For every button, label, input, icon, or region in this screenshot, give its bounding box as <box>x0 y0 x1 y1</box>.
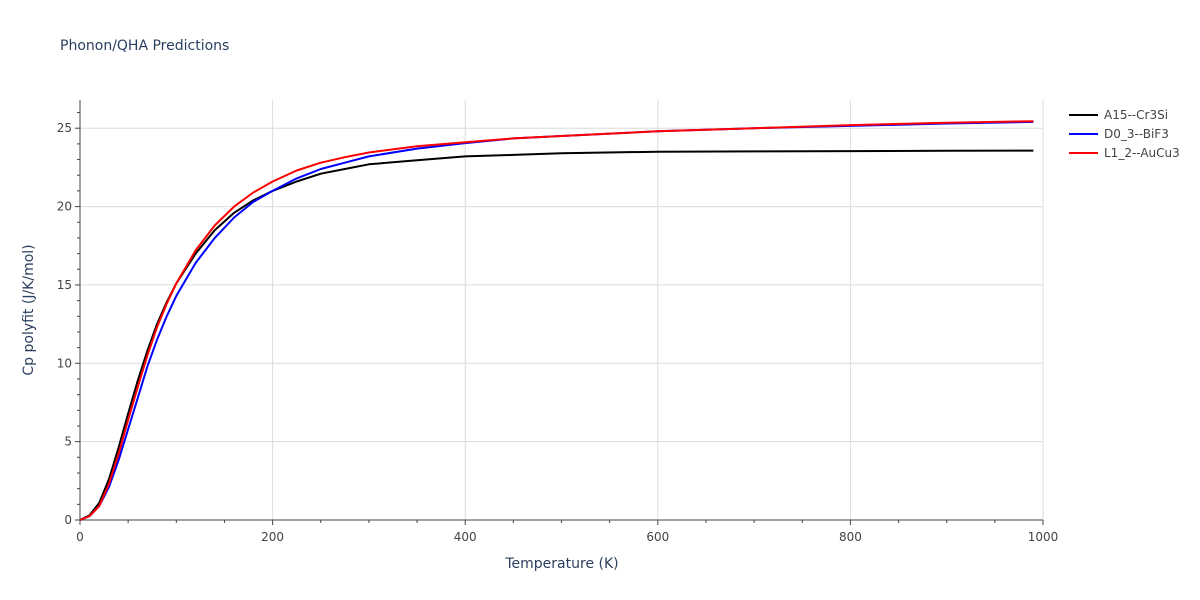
y-tick-label: 5 <box>64 435 72 449</box>
y-tick-label: 20 <box>57 200 72 214</box>
x-tick-label: 0 <box>76 530 84 544</box>
chart-title: Phonon/QHA Predictions <box>60 38 229 54</box>
x-tick-label: 400 <box>454 530 477 544</box>
x-tick-label: 1000 <box>1028 530 1059 544</box>
legend[interactable]: A15--Cr3Si D0_3--BiF3 L1_2--AuCu3 <box>1069 108 1180 160</box>
x-tick-label: 800 <box>839 530 862 544</box>
series-line-a15-cr3si <box>79 149 1034 521</box>
y-tick-label: 15 <box>57 278 72 292</box>
y-tick-label: 0 <box>64 513 72 527</box>
x-axis-title: Temperature (K) <box>504 556 618 572</box>
legend-item[interactable]: D0_3--BiF3 <box>1069 127 1169 141</box>
legend-label: D0_3--BiF3 <box>1104 127 1169 141</box>
axes: 0 200 400 600 800 1000 0 5 10 15 20 25 <box>57 100 1059 544</box>
y-tick-label: 10 <box>57 356 72 370</box>
legend-item[interactable]: A15--Cr3Si <box>1069 108 1168 122</box>
y-axis-title: Cp polyfit (J/K/mol) <box>21 244 37 375</box>
series-line-d0-3-bif3 <box>79 120 1034 521</box>
series-line-l1-2-aucu3 <box>79 120 1034 521</box>
series-lines <box>79 120 1034 521</box>
x-tick-label: 200 <box>261 530 284 544</box>
gridlines <box>80 100 1044 520</box>
x-tick-label: 600 <box>646 530 669 544</box>
legend-label: L1_2--AuCu3 <box>1104 146 1180 160</box>
y-tick-label: 25 <box>57 121 72 135</box>
legend-label: A15--Cr3Si <box>1104 108 1168 122</box>
legend-item[interactable]: L1_2--AuCu3 <box>1069 146 1180 160</box>
